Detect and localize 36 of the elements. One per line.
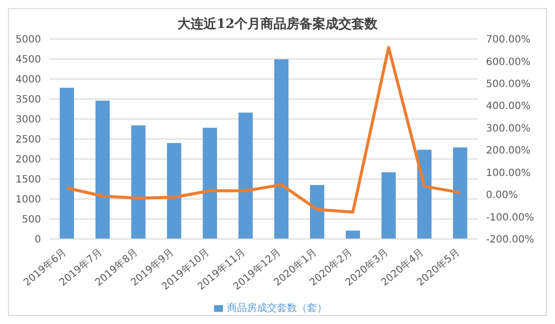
bar [95,100,110,239]
y2-tick-label: 400.00% [486,101,530,112]
bar [310,185,324,239]
bar [417,150,432,239]
y2-tick-label: 0.00% [486,190,518,202]
line-series [65,46,462,214]
bar [60,88,74,239]
y-tick-label: 0 [34,234,41,246]
y-tick-label: 4000 [16,74,41,86]
y-tick-label: 3500 [16,94,41,106]
bar [131,125,146,239]
bar [452,147,468,239]
bar [381,172,396,239]
y-tick-label: 2000 [16,154,41,166]
y2-tick-label: 300.00% [486,123,530,134]
y2-tick-label: 200.00% [486,146,530,157]
bar [274,59,289,239]
y-tick-label: 5000 [16,34,41,46]
legend-label: 商品房成交套数（套） [227,303,327,314]
bar [166,143,182,239]
bar [238,112,253,239]
bar [346,230,360,239]
chart-title: 大连近12个月商品房备案成交套数 [176,16,379,33]
y-tick-label: 4500 [16,54,41,66]
y2-tick-label: 600.00% [486,56,530,68]
y-tick-label: 500 [22,214,41,226]
bar [202,128,218,239]
y2-tick-label: 700.00% [486,34,530,46]
y2-tick-label: -200.00% [486,234,534,246]
y-tick-label: 1000 [16,194,41,206]
y-tick-label: 1500 [16,174,41,186]
y-tick-label: 3000 [16,114,41,126]
y2-tick-label: 500.00% [486,78,530,90]
y-tick-label: 2500 [16,134,41,146]
y2-tick-label: 100.00% [486,168,530,179]
y2-tick-label: -100.00% [486,212,534,224]
